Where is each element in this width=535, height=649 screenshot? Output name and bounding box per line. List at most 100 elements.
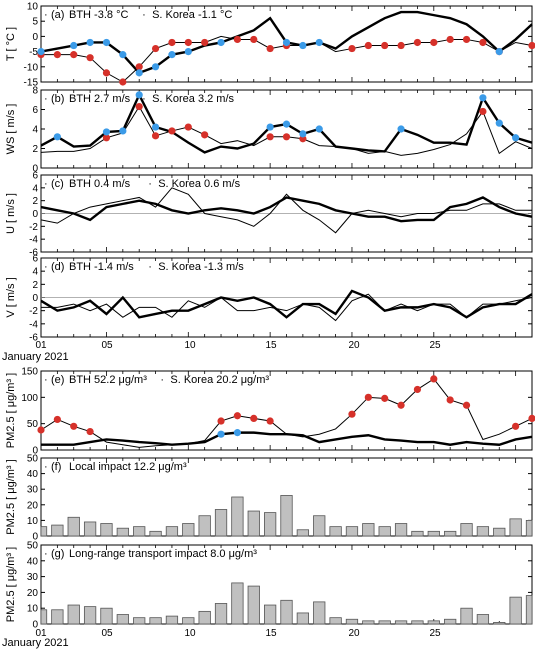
bar [297, 613, 308, 624]
bar [199, 516, 210, 536]
red-marker [87, 428, 94, 435]
blue-marker [152, 63, 159, 70]
y-tick-label: 0 [32, 209, 38, 220]
y-tick-label: 30 [27, 485, 39, 496]
annotation-sep: · [142, 9, 146, 21]
x-tick-label-05: 05 [101, 340, 113, 351]
y-tick-label: -2 [29, 306, 38, 317]
x-month-label: January 2021 [2, 351, 69, 363]
red-marker [381, 395, 388, 402]
x-axis-labels-bottom: 01 05 10 15 20 25 January 2021 [2, 628, 441, 649]
bar [444, 619, 455, 624]
bar [183, 524, 194, 536]
bar [461, 608, 472, 624]
bar [461, 524, 472, 536]
bar [166, 616, 177, 624]
annotation-text: Local impact 12.2 μg/m³ [69, 461, 187, 473]
bar [428, 531, 439, 536]
annotation-bullet: · [44, 9, 48, 21]
red-marker [267, 417, 274, 424]
annotation-text: Long-range transport impact 8.0 μg/m³ [69, 548, 257, 560]
y-axis-label: PM2.5 [ μg/m³ ] [5, 459, 17, 534]
red-marker [512, 423, 519, 430]
red-marker [119, 78, 126, 85]
y-axis-label: T [ °C ] [5, 27, 17, 61]
annotation-sep: · [142, 93, 146, 105]
bar [412, 621, 423, 624]
blue-marker [54, 133, 61, 140]
y-tick-label: -2 [29, 222, 38, 233]
y-tick-label: 100 [21, 393, 38, 404]
bar [444, 531, 455, 536]
annotation-bth: BTH -3.8 °C [69, 9, 128, 21]
blue-marker [217, 431, 224, 438]
blue-marker [316, 39, 323, 46]
red-marker [37, 426, 44, 433]
y-tick-label: 20 [27, 500, 39, 511]
blue-marker [152, 123, 159, 130]
red-marker [430, 39, 437, 46]
blue-marker [103, 39, 110, 46]
bar [526, 596, 532, 624]
bar [166, 527, 177, 536]
y-tick-label: 40 [27, 556, 39, 567]
x-tick-label-01: 01 [35, 340, 47, 351]
red-marker [250, 415, 257, 422]
blue-marker [37, 48, 44, 55]
red-marker [430, 375, 437, 382]
annotation-bth: BTH 2.7 m/s [69, 93, 131, 105]
bar [133, 527, 144, 536]
y-tick-label: 4 [32, 183, 38, 194]
y-tick-label: -4 [29, 235, 38, 246]
red-marker [152, 45, 159, 52]
annotation-bullet: · [44, 461, 48, 473]
bar [41, 527, 47, 536]
bar [346, 619, 357, 624]
bar [510, 597, 521, 624]
red-marker [479, 108, 486, 115]
y-tick-label: 50 [27, 454, 39, 465]
red-marker [201, 131, 208, 138]
y-tick-label: 8 [32, 86, 38, 97]
annotation-bth: BTH -1.4 m/s [69, 261, 134, 273]
red-marker [528, 42, 535, 49]
y-tick-label: 6 [32, 105, 38, 116]
red-marker [70, 423, 77, 430]
bar [84, 607, 95, 624]
annotation-bth: BTH 0.4 m/s [69, 178, 131, 190]
annotation-sep: · [148, 261, 152, 273]
red-marker [397, 402, 404, 409]
x-tick-label-20: 20 [348, 628, 360, 639]
red-marker [267, 133, 274, 140]
bar [232, 497, 243, 536]
annotation-sep: · [160, 374, 164, 386]
panel-label: (c) [51, 178, 64, 190]
y-tick-label: 4 [32, 125, 38, 136]
bar [297, 530, 308, 536]
bar [264, 513, 275, 536]
bar [215, 509, 226, 536]
blue-marker [168, 51, 175, 58]
annotation-korea: S. Korea -1.1 °C [152, 9, 232, 21]
panel-label: (a) [51, 9, 64, 21]
bar [117, 528, 128, 536]
blue-marker [87, 39, 94, 46]
blue-marker [267, 123, 274, 130]
y-axis-label: PM2.5 [ μg/m³ ] [5, 373, 17, 448]
bar [68, 605, 79, 624]
bar [379, 621, 390, 624]
bar [526, 520, 532, 536]
y-tick-label: 150 [21, 367, 38, 378]
y-tick-label: 2 [32, 144, 38, 155]
red-marker [54, 51, 61, 58]
red-marker [70, 51, 77, 58]
y-tick-label: -10 [24, 62, 39, 73]
panel-label: (f) [51, 461, 61, 473]
red-marker [463, 36, 470, 43]
red-marker [348, 411, 355, 418]
bar [133, 618, 144, 624]
bar [510, 519, 521, 536]
y-tick-label: 5 [32, 17, 38, 28]
blue-marker [299, 42, 306, 49]
blue-marker [512, 134, 519, 141]
